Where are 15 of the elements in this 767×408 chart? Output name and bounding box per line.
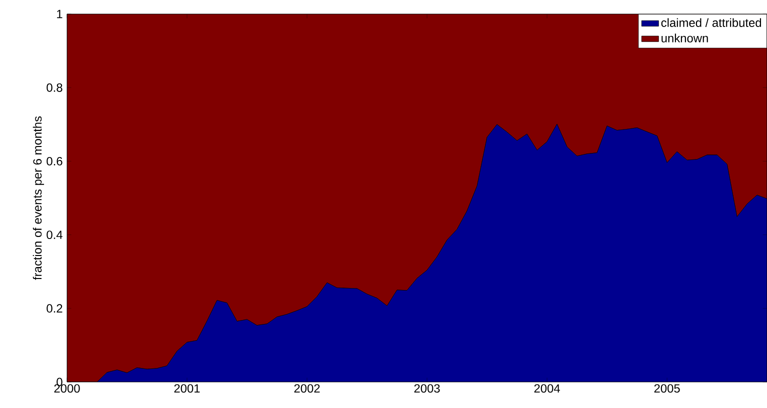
legend-label: claimed / attributed [661, 18, 762, 27]
x-tick-label: 2003 [414, 384, 440, 393]
x-tick-label: 2005 [654, 384, 680, 393]
y-tick-label: 0 [56, 378, 62, 386]
x-tick-label: 2000 [54, 384, 80, 393]
y-tick-label: 0.6 [46, 156, 62, 166]
y-tick-label: 0.4 [46, 230, 62, 240]
x-tick-label: 2002 [294, 384, 320, 393]
legend-label: unknown [662, 34, 708, 42]
y-tick-label: 0.8 [46, 83, 62, 92]
x-tick-label: 2004 [534, 384, 560, 393]
y-tick-label: 0.2 [46, 304, 62, 313]
y-tick-label: 1 [57, 10, 62, 18]
y-axis-title: fraction of events per 6 months [32, 116, 44, 280]
x-tick-label: 2001 [174, 384, 200, 393]
